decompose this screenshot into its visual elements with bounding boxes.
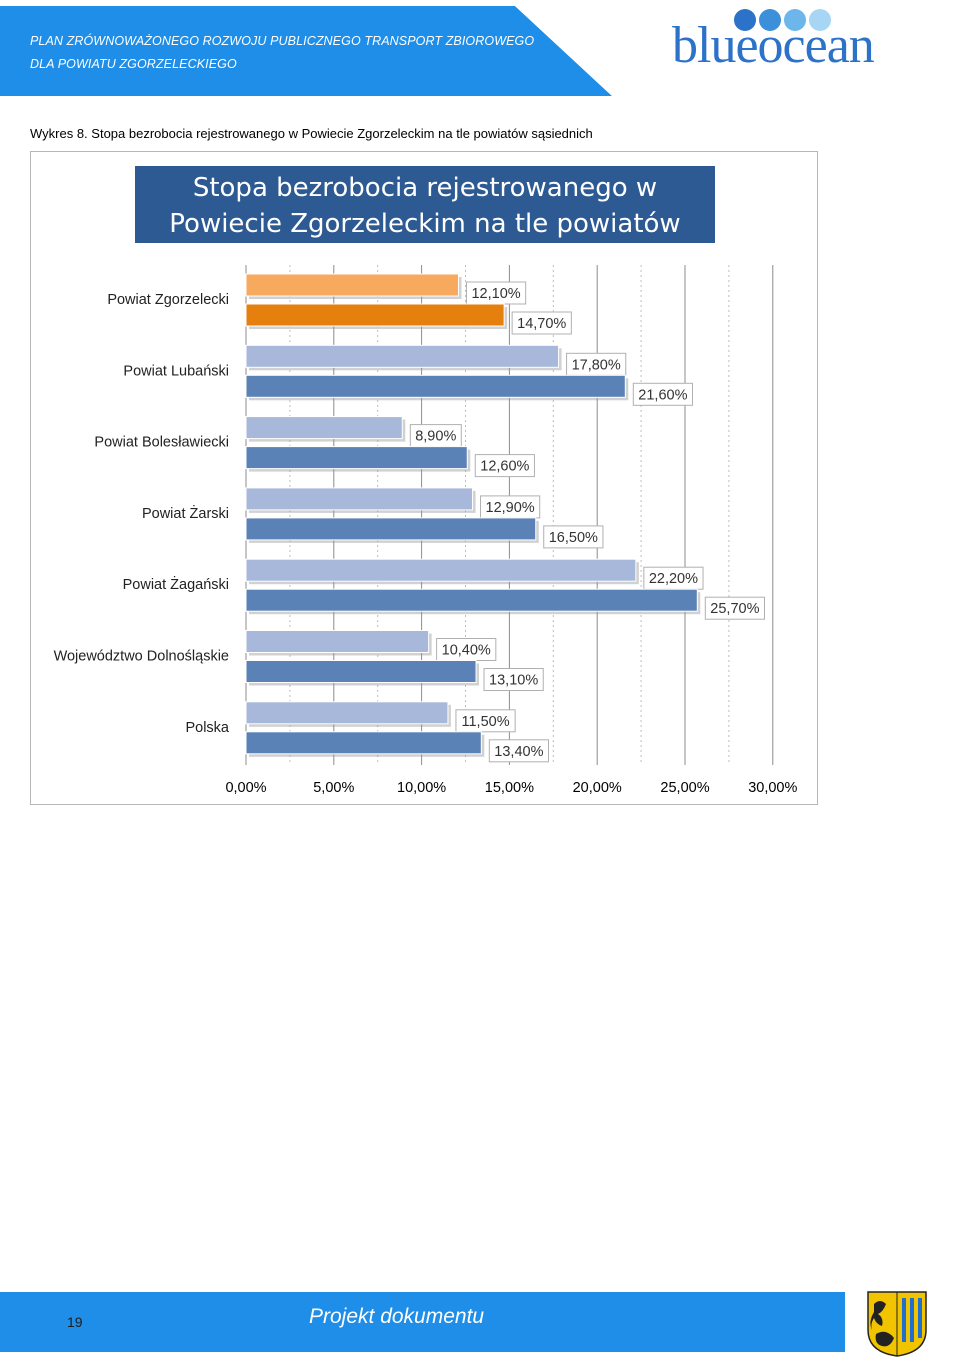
x-tick-label: 20,00% xyxy=(573,780,622,796)
footer-text: Projekt dokumentu xyxy=(309,1305,485,1328)
category-label: Powiat Żarski xyxy=(142,504,229,522)
bar-chart: 0,00% 5,00% 10,00% 15,00% 20,00% 25,00% 30,00%… xyxy=(54,265,797,796)
data-label: 12,60% xyxy=(480,459,529,475)
header-title-line2: DLA POWIATU ZGORZELECKIEGO xyxy=(30,57,237,71)
bar xyxy=(245,517,537,541)
data-label-box xyxy=(511,311,572,335)
data-label: 14,70% xyxy=(517,316,566,332)
bar xyxy=(245,446,468,470)
logo-dots-icon xyxy=(734,9,831,31)
category-label: Polska xyxy=(185,720,229,736)
data-label: 22,20% xyxy=(649,571,698,587)
bar xyxy=(245,344,560,368)
bar xyxy=(245,487,474,511)
data-label: 21,60% xyxy=(638,387,687,403)
bar xyxy=(245,731,482,755)
x-tick-label: 25,00% xyxy=(660,780,709,796)
coat-of-arms-icon xyxy=(867,1291,927,1357)
bar xyxy=(245,701,449,725)
data-label: 13,10% xyxy=(489,673,538,689)
logo: blueocean xyxy=(672,17,875,74)
bar xyxy=(245,558,637,582)
figure-caption: Wykres 8. Stopa bezrobocia rejestrowaneg… xyxy=(30,126,593,141)
data-label: 8,90% xyxy=(415,429,456,445)
data-label-box xyxy=(632,382,693,406)
bar xyxy=(245,588,698,612)
footer-bar xyxy=(0,1292,845,1352)
bar xyxy=(245,303,505,327)
category-label: Powiat Żagański xyxy=(123,575,229,593)
data-label: 12,90% xyxy=(486,500,535,516)
x-tick-label: 0,00% xyxy=(225,780,266,796)
chart-frame xyxy=(30,151,818,805)
bar xyxy=(245,416,403,440)
x-tick-label: 10,00% xyxy=(397,780,446,796)
data-label-box xyxy=(543,525,604,549)
x-tick-label: 30,00% xyxy=(748,780,797,796)
data-label: 10,40% xyxy=(442,643,491,659)
category-label: Powiat Bolesławiecki xyxy=(94,435,229,451)
chart-title: Stopa bezrobocia rejestrowanego w Powiec… xyxy=(135,166,715,275)
data-label-box xyxy=(488,739,550,763)
bar xyxy=(245,660,477,683)
header-title-line1: PLAN ZRÓWNOWAŻONEGO ROZWOJU PUBLICZNEGO … xyxy=(30,34,535,48)
data-label: 11,50% xyxy=(461,714,509,730)
header-banner xyxy=(0,6,960,96)
data-label-box xyxy=(474,454,535,478)
bar xyxy=(245,374,626,398)
category-label: Powiat Zgorzelecki xyxy=(107,292,229,308)
data-label: 13,40% xyxy=(494,744,543,760)
data-label: 17,80% xyxy=(572,357,621,373)
bar xyxy=(245,273,459,297)
page-number: 19 xyxy=(67,1314,83,1330)
data-label-box xyxy=(704,596,765,620)
data-label: 16,50% xyxy=(549,530,598,546)
bar xyxy=(245,630,430,653)
data-label-box xyxy=(483,668,544,691)
data-label: 12,10% xyxy=(471,286,520,302)
data-label: 25,70% xyxy=(710,601,759,617)
x-tick-label: 15,00% xyxy=(485,780,534,796)
category-label: Województwo Dolnośląskie xyxy=(54,649,229,665)
data-label-box xyxy=(455,709,516,733)
x-tick-label: 5,00% xyxy=(313,780,354,796)
page-header: PLAN ZRÓWNOWAŻONEGO ROZWOJU PUBLICZNEGO … xyxy=(0,0,960,96)
category-label: Powiat Lubański xyxy=(123,363,229,379)
